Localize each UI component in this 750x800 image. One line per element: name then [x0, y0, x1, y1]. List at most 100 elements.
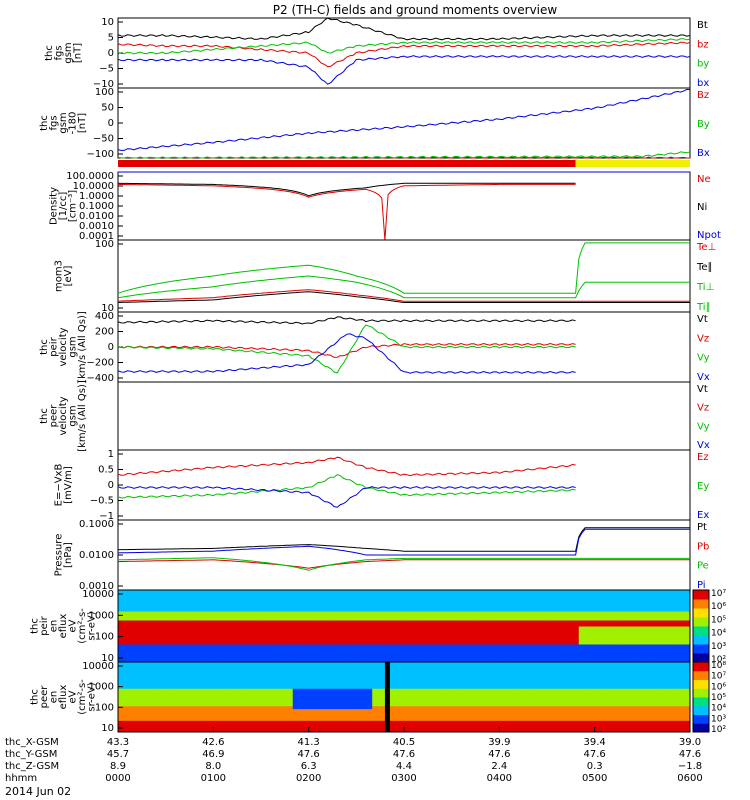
spectrogram-cell	[300, 653, 310, 657]
spectrogram-cell	[308, 629, 318, 633]
spectrogram-cell	[682, 611, 691, 615]
spectrogram-cell	[451, 670, 461, 675]
spectrogram-cell	[682, 641, 691, 645]
spectrogram-cell	[261, 676, 270, 680]
spectrogram-cell	[276, 650, 286, 654]
spectrogram-cell	[682, 662, 691, 666]
spectrogram-cell	[570, 602, 580, 606]
spectrogram-cell	[411, 682, 421, 686]
spectrogram-cell	[618, 644, 627, 648]
spectrogram-cell	[459, 650, 469, 654]
spectrogram-cell	[189, 629, 198, 633]
spectrogram-cell	[523, 596, 532, 600]
spectrogram-cell	[642, 647, 651, 651]
spectrogram-cell	[364, 729, 373, 733]
spectrogram-cell	[586, 629, 596, 633]
y-tick-label: 0	[108, 48, 114, 59]
spectrogram-cell	[634, 599, 643, 603]
legend-Pe: Pe	[697, 561, 709, 572]
spectrogram-cell	[213, 711, 222, 715]
spectrogram-cell	[221, 685, 230, 689]
spectrogram-cell	[300, 717, 310, 721]
spectrogram-cell	[205, 667, 214, 672]
spectrogram-cell	[562, 694, 572, 698]
spectrogram-cell	[626, 723, 635, 727]
spectrogram-cell	[149, 596, 159, 600]
spectrogram-cell	[483, 602, 492, 606]
spectrogram-cell	[181, 720, 190, 724]
spectrogram-cell	[292, 656, 302, 660]
spectrogram-cell	[356, 626, 365, 630]
spectrogram-cell	[221, 664, 230, 669]
spectrogram-cell	[666, 714, 675, 718]
spectrogram-cell	[332, 605, 341, 609]
spectrogram-cell	[634, 602, 643, 606]
spectrogram-cell	[467, 720, 476, 724]
spectrogram-cell	[618, 662, 627, 666]
spectrogram-cell	[237, 599, 246, 603]
spectrogram-cell	[435, 688, 445, 692]
spectrogram-cell	[650, 608, 659, 612]
spectrogram-cell	[594, 711, 604, 715]
spectrogram-cell	[189, 623, 198, 627]
spectrogram-cell	[435, 685, 445, 689]
spectrogram-cell	[380, 593, 389, 597]
spectrogram-cell	[197, 617, 206, 621]
spectrogram-cell	[467, 688, 476, 692]
spectrogram-cell	[245, 702, 254, 707]
spectrogram-cell	[332, 656, 341, 660]
spectrogram-cell	[674, 596, 683, 600]
spectrogram-cell	[125, 596, 135, 600]
spectrogram-cell	[308, 688, 318, 692]
spectrogram-cell	[332, 670, 341, 675]
spectrogram-cell	[205, 623, 214, 627]
spectrogram-cell	[507, 664, 516, 669]
spectrogram-cell	[229, 614, 238, 618]
spectrogram-cell	[268, 611, 278, 615]
spectrogram-cell	[499, 711, 508, 715]
spectrogram-cell	[507, 623, 516, 627]
spectrogram-cell	[499, 644, 508, 648]
spectrogram-cell	[539, 641, 548, 645]
series-By	[117, 151, 691, 159]
spectrogram-cell	[443, 714, 453, 718]
y-axis-label: thc	[39, 408, 50, 424]
spectrogram-cell	[682, 635, 691, 639]
spectrogram-cell	[570, 726, 580, 730]
spectrogram-cell	[348, 691, 357, 695]
spectrogram-cell	[578, 653, 588, 657]
spectrogram-cell	[674, 605, 683, 609]
spectrogram-cell	[308, 697, 318, 701]
spectrogram-cell	[157, 702, 167, 707]
spectrogram-cell	[229, 626, 238, 630]
spectrogram-cell	[149, 702, 159, 707]
spectrogram-cell	[268, 617, 278, 621]
spectrogram-cell	[189, 626, 198, 630]
spectrogram-cell	[284, 729, 294, 733]
spectrogram-cell	[443, 711, 453, 715]
spectrogram-cell	[276, 688, 286, 692]
spectrogram-cell	[547, 635, 556, 639]
spectrogram-cell	[284, 723, 294, 727]
spectrogram-cell	[515, 688, 524, 692]
spectrogram-cell	[666, 590, 675, 594]
spectrogram-cell	[483, 647, 492, 651]
spectrogram-cell	[133, 596, 143, 600]
spectrogram-cell	[578, 662, 588, 666]
spectrogram-cell	[531, 682, 540, 686]
spectrogram-cell	[133, 599, 143, 603]
spectrogram-cell	[475, 691, 484, 695]
spectrogram-cell	[372, 694, 381, 698]
spectrogram-cell	[348, 667, 357, 672]
y-tick-label: −50	[93, 134, 114, 145]
spectrogram-cell	[523, 723, 532, 727]
spectrogram-cell	[197, 699, 206, 704]
spectrogram-cell	[610, 623, 619, 627]
spectrogram-cell	[157, 629, 167, 633]
ephemeris-row-label: hhmm	[5, 773, 37, 784]
spectrogram-cell	[141, 720, 151, 724]
legend-Ti∥: Ti∥	[696, 302, 711, 313]
spectrogram-cell	[539, 682, 548, 686]
spectrogram-cell	[547, 596, 556, 600]
spectrogram-cell	[245, 711, 254, 715]
